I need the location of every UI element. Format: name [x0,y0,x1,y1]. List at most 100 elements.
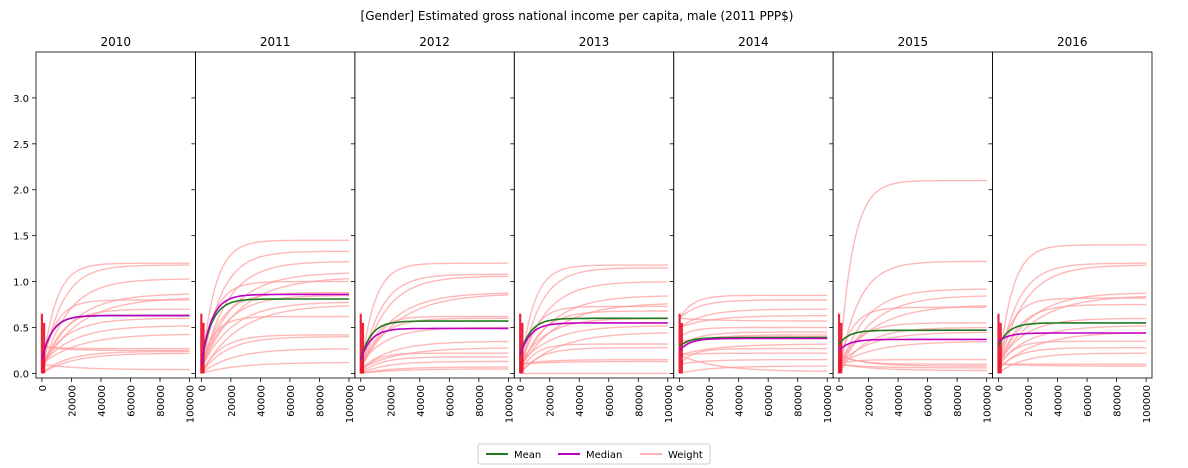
x-tick-label: 0 [994,385,1005,391]
x-tick-label: 0 [357,385,368,391]
panel-2015: 2015 0 20000 40000 60000 80000 100000 [829,35,994,423]
weight-line [360,360,509,375]
weight-line [678,294,828,319]
weight-line [679,334,828,347]
y-tick-label: 2.5 [13,140,29,151]
panel-2014: 2014 0 20000 40000 60000 80000 100000 [669,35,834,423]
y-tick-label: 1.5 [13,232,29,243]
weight-line [519,264,668,374]
weight-line [679,352,828,356]
weight-line [200,250,349,374]
weight-line [679,347,828,365]
weight-line [997,262,1147,369]
weight-line [360,340,509,370]
x-tick-label: 0 [676,385,687,391]
x-tick-label: 100000 [1142,385,1153,423]
x-tick-label: 0 [38,385,49,391]
panel-frame [673,51,834,379]
figure-title: [Gender] Estimated gross national income… [361,9,794,23]
x-tick-label: 0 [516,385,527,391]
weight-line [200,294,349,370]
weight-line [838,341,987,365]
legend: Mean Median Weight [477,443,711,465]
median-line [838,338,987,352]
weight-line [360,368,509,375]
weight-cluster-near-zero [997,313,1002,374]
weight-line [679,315,828,329]
median-line [41,314,190,360]
weight-line [41,363,190,371]
x-tick-label: 0 [835,385,846,391]
weight-line [838,326,987,374]
legend-box [477,443,711,465]
x-tick-label: 40000 [416,385,427,417]
weight-line [838,260,987,374]
legend-label: Mean [514,450,541,461]
median-line [360,327,509,360]
x-tick-label: 60000 [286,385,297,417]
legend-label: Median [586,450,622,461]
x-tick-label: 100000 [504,385,515,423]
panel-frame [992,51,1153,379]
y-tick-label: 1.0 [13,278,29,289]
x-tick-label: 40000 [97,385,108,417]
x-tick-label: 80000 [1113,385,1124,417]
weight-line [360,262,509,374]
weight-line [997,317,1147,365]
panel-title: 2010 [100,35,131,49]
x-tick-label: 20000 [705,385,716,417]
weight-line [360,366,509,375]
weight-line [41,352,190,375]
x-tick-label: 60000 [126,385,137,417]
weight-line [679,358,828,365]
weight-line [838,306,987,365]
x-tick-label: 40000 [894,385,905,417]
weight-line [838,358,987,365]
panel-2012: 2012 0 20000 40000 60000 80000 100000 [350,35,515,423]
weight-line [997,303,1147,369]
x-tick-label: 60000 [924,385,935,417]
weight-line [41,333,190,365]
weight-line [200,336,349,374]
mean-line [838,329,987,345]
weight-line [41,293,190,370]
weight-line [520,360,668,365]
x-tick-label: 60000 [764,385,775,417]
mean-line [519,317,668,356]
weight-line [679,317,828,322]
y-tick-label: 3.0 [13,94,29,105]
weight-line [200,348,350,374]
weight-line [41,325,190,365]
x-tick-label: 20000 [67,385,78,417]
weight-line [838,295,987,374]
panel-title: 2013 [579,35,610,49]
weight-line [360,356,509,374]
weight-line [41,262,190,374]
median-line [519,322,668,356]
panel-2016: 2016 0 20000 40000 60000 80000 100000 [988,35,1153,423]
weight-line [519,325,668,365]
mean-line [360,320,509,360]
weight-line [200,291,349,369]
x-tick-label: 60000 [445,385,456,417]
x-tick-label: 20000 [546,385,557,417]
mean-line [679,336,828,347]
weight-line [998,347,1147,370]
panel-2010: 2010 0.0 0.5 1.0 1.5 2.0 2.5 3.0 0 20000 40000 6000… [13,35,196,423]
weight-line [998,332,1147,370]
weight-line [200,239,349,374]
weight-line [997,340,1147,370]
weight-line [519,317,668,365]
x-tick-label: 0 [197,385,208,391]
weight-line [200,315,349,365]
x-tick-label: 60000 [605,385,616,417]
weight-line [41,345,190,352]
weight-line [360,315,509,374]
weight-line [838,179,987,374]
weight-line [360,352,509,374]
x-tick-label: 20000 [1024,385,1035,417]
y-tick-label: 2.0 [13,186,29,197]
x-tick-label: 100000 [345,385,356,423]
panel-2013: 2013 0 20000 40000 60000 80000 100000 [510,35,675,423]
